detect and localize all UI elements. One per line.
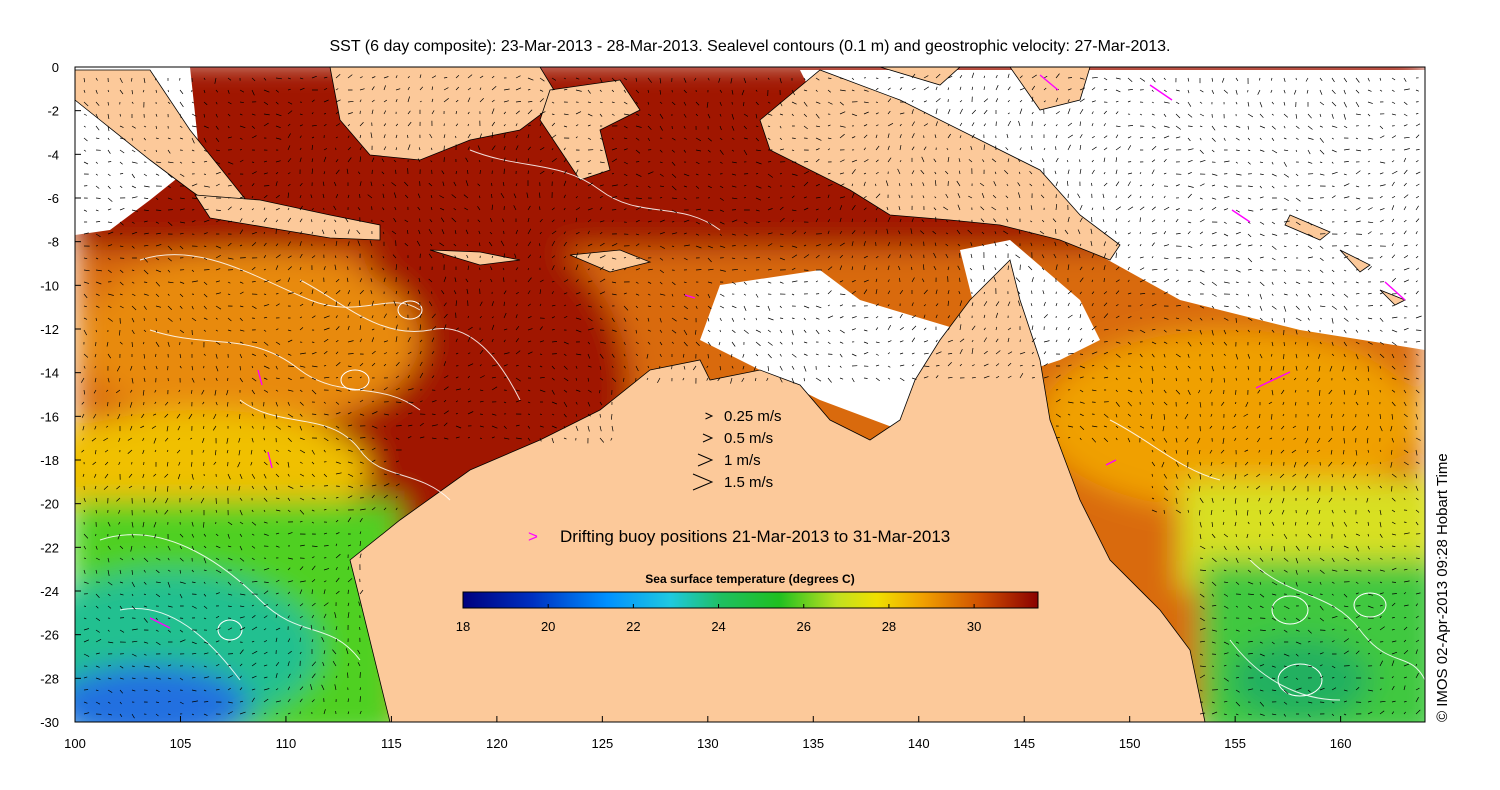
x-tick-label: 115	[381, 736, 402, 751]
y-tick-label: -10	[40, 278, 59, 293]
y-tick-label: 0	[52, 60, 59, 75]
x-tick-label: 110	[276, 736, 297, 751]
x-axis: 100 105 110 115 120 125 130 135 140 145 150 155 160	[64, 716, 1351, 751]
speed-legend-label: 1 m/s	[724, 452, 761, 469]
x-tick-label: 155	[1224, 736, 1246, 751]
y-tick-label: -22	[40, 540, 59, 555]
y-tick-label: -16	[40, 409, 59, 424]
x-tick-label: 105	[170, 736, 192, 751]
velocity-vector-field	[80, 72, 1422, 719]
y-tick-label: -8	[47, 235, 59, 250]
x-tick-label: 100	[64, 736, 86, 751]
colorbar-tick-label: 22	[626, 619, 640, 634]
y-tick-label: -30	[40, 715, 59, 730]
colorbar-tick-label: 28	[882, 619, 896, 634]
x-tick-label: 130	[697, 736, 719, 751]
buoy-legend-symbol: >	[528, 527, 538, 546]
speed-legend: 0.25 m/s 0.5 m/s 1 m/s 1.5 m/s	[692, 408, 782, 491]
speed-legend-arrow	[702, 433, 714, 443]
y-tick-label: -18	[40, 453, 59, 468]
x-tick-label: 140	[908, 736, 930, 751]
land-new-guinea	[759, 69, 1121, 261]
y-tick-label: -12	[40, 322, 59, 337]
colorbar-tick-label: 20	[541, 619, 555, 634]
drifting-buoys	[149, 74, 1406, 629]
x-tick-label: 120	[486, 736, 508, 751]
y-tick-label: -4	[47, 147, 59, 162]
x-tick-label: 150	[1119, 736, 1141, 751]
y-axis: 0 -2 -4 -6 -8 -10 -12 -14 -16 -18 -20 -22 -24 -26 -28 -…	[40, 60, 81, 730]
land-timor	[569, 249, 652, 273]
x-tick-label: 145	[1013, 736, 1035, 751]
y-tick-label: -6	[47, 191, 59, 206]
y-tick-label: -14	[40, 366, 59, 381]
speed-legend-label: 0.5 m/s	[724, 430, 773, 447]
x-tick-label: 125	[591, 736, 613, 751]
buoy-legend-label: Drifting buoy positions 21-Mar-2013 to 3…	[560, 527, 950, 546]
contour-eddies	[217, 300, 1387, 697]
y-tick-label: -26	[40, 628, 59, 643]
x-tick-label: 135	[802, 736, 824, 751]
colorbar-title: Sea surface temperature (degrees C)	[645, 572, 854, 586]
speed-legend-arrow	[705, 412, 714, 420]
land-borneo	[329, 67, 561, 161]
x-tick-label: 160	[1330, 736, 1352, 751]
buoy-legend: > Drifting buoy positions 21-Mar-2013 to…	[528, 527, 950, 546]
land-sulawesi	[539, 79, 641, 181]
colorbar-gradient	[462, 591, 1039, 609]
y-tick-label: -2	[47, 104, 59, 119]
credit-text: © IMOS 02-Apr-2013 09:28 Hobart Time	[1434, 453, 1451, 722]
y-tick-label: -28	[40, 671, 59, 686]
colorbar-tick-label: 24	[711, 619, 725, 634]
speed-legend-label: 0.25 m/s	[724, 408, 782, 425]
speed-legend-arrow	[697, 453, 714, 467]
map-title: SST (6 day composite): 23-Mar-2013 - 28-…	[329, 38, 1171, 55]
sealevel-contours	[99, 149, 1425, 701]
y-tick-label: -20	[40, 497, 59, 512]
plot-frame	[74, 66, 1426, 723]
colorbar-tick-label: 18	[456, 619, 470, 634]
y-tick-label: -24	[40, 584, 59, 599]
speed-legend-arrow	[692, 473, 714, 491]
colorbar: Sea surface temperature (degrees C) 18 20…	[456, 572, 1039, 634]
colorbar-tick-label: 30	[967, 619, 981, 634]
velocity-vectors	[80, 72, 1422, 719]
speed-legend-label: 1.5 m/s	[724, 474, 773, 491]
colorbar-tick-label: 26	[797, 619, 811, 634]
